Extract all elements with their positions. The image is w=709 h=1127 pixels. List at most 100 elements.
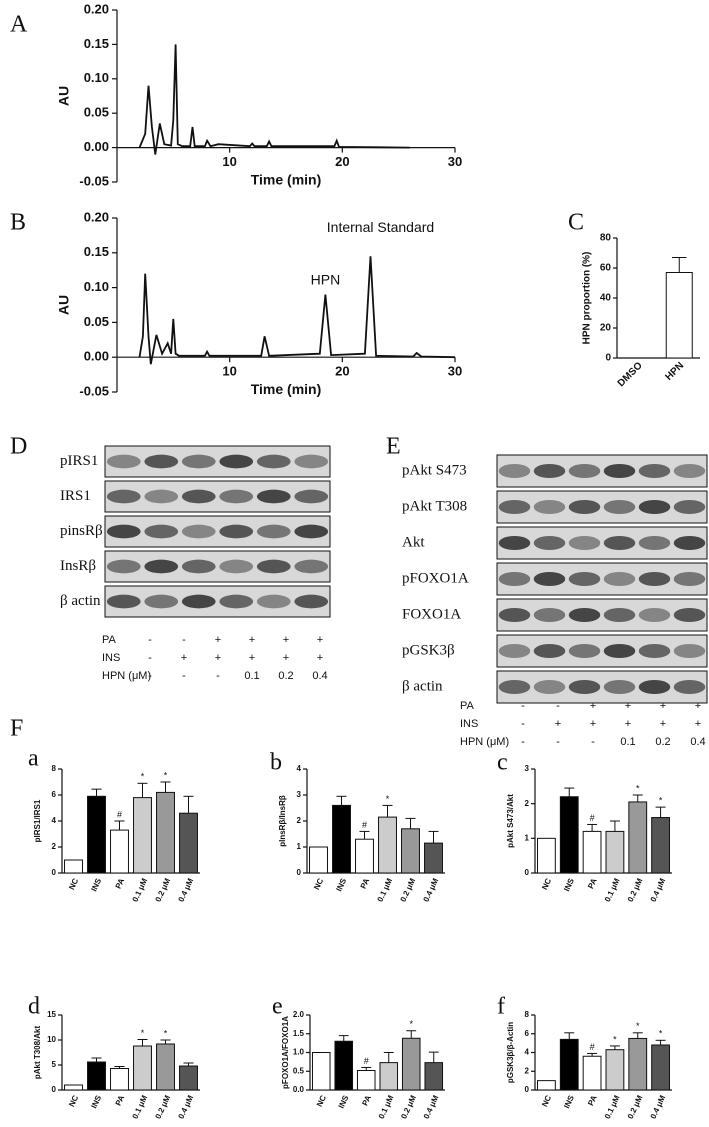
trace [138, 256, 456, 365]
x-tick-label: INS [89, 876, 103, 892]
blot-band [638, 607, 671, 623]
treatment-value: - [182, 634, 186, 646]
blot-band [638, 679, 671, 695]
blot-band [673, 643, 706, 659]
x-tick-label: 0.2 μM [626, 877, 645, 904]
x-tick-label: 0.4 μM [649, 877, 668, 904]
y-tick-label: 10 [47, 1035, 56, 1044]
blot-band [144, 454, 179, 469]
y-tick-label: 60 [600, 263, 612, 274]
treatment-value: + [215, 652, 221, 664]
bar [651, 1044, 670, 1091]
blot-frame [104, 585, 331, 618]
blot-band [638, 571, 671, 587]
treatment-value: 0.2 [655, 736, 670, 748]
significance-label: # [590, 1042, 595, 1052]
blot-band [533, 607, 566, 623]
blot-band [568, 463, 601, 479]
x-tick-label: DMSO [616, 360, 645, 389]
x-tick-label: NC [315, 1094, 328, 1108]
y-tick-label: 0.15 [84, 244, 109, 259]
blot-band [533, 679, 566, 695]
blot-band [638, 463, 671, 479]
panel-label: e [272, 994, 283, 1020]
bar [334, 1040, 354, 1091]
bar [156, 1043, 175, 1091]
treatment-value: + [695, 700, 701, 712]
blot-band [294, 489, 329, 504]
treatment-value: + [625, 700, 631, 712]
x-tick-label: 20 [335, 154, 349, 169]
blot-band [294, 454, 329, 469]
treatment-value: + [181, 652, 187, 664]
bar [401, 1037, 421, 1091]
significance-label: * [659, 796, 663, 806]
blot-band [498, 679, 531, 695]
panel-label: f [497, 994, 505, 1020]
y-tick-label: 6 [525, 1029, 530, 1038]
bar [605, 830, 625, 874]
blot-band [106, 489, 141, 504]
x-tick-label: INS [562, 1093, 576, 1109]
treatment-value: 0.1 [244, 670, 259, 682]
bar [651, 817, 670, 874]
y-tick-label: 2 [297, 816, 302, 825]
bar [110, 1068, 129, 1091]
blot-band [498, 535, 531, 551]
significance-label: # [590, 813, 595, 823]
blot-band [673, 463, 706, 479]
blot-band [219, 524, 254, 539]
bar [559, 1038, 579, 1091]
significance-label: * [409, 1019, 413, 1029]
blot-band [568, 643, 601, 659]
x-tick-label: 20 [335, 364, 349, 379]
bar [424, 1062, 444, 1091]
x-tick-label: 30 [448, 154, 462, 169]
blot-row-label: pFOXO1A [402, 570, 469, 586]
blot-band [498, 607, 531, 623]
significance-label: * [636, 1021, 640, 1031]
bar [379, 1062, 399, 1091]
x-tick-label: 0.2 μM [399, 877, 418, 904]
y-axis-label: pFOXO1A/FOXO1A [281, 1016, 290, 1089]
bar [628, 801, 648, 874]
treatment-value: - [148, 652, 152, 664]
blot-band [603, 571, 636, 587]
treatment-value: + [660, 718, 666, 730]
blot-band [568, 679, 601, 695]
x-tick-label: PA [359, 877, 372, 891]
y-axis-label: pGSK3β/β-Actin [506, 1022, 515, 1083]
treatment-value: + [695, 718, 701, 730]
treatment-value: + [249, 652, 255, 664]
treatment-value: + [555, 718, 561, 730]
y-tick-label: 0.00 [84, 139, 109, 154]
blot-band [638, 535, 671, 551]
panel-label: c [497, 750, 508, 776]
treatment-value: + [249, 634, 255, 646]
annotation: HPN [311, 271, 341, 287]
treatment-value: - [521, 718, 525, 730]
x-axis-label: Time (min) [251, 171, 322, 187]
blot-band [106, 454, 141, 469]
blot-band [568, 607, 601, 623]
x-tick-label: NC [540, 1094, 553, 1108]
blot-band [673, 535, 706, 551]
blot-band [219, 559, 254, 574]
treatment-name: HPN (μM) [460, 736, 509, 748]
blot-band [498, 499, 531, 515]
blot-band [603, 499, 636, 515]
y-tick-label: 40 [600, 293, 612, 304]
y-tick-label: 2 [52, 842, 57, 851]
x-tick-label: NC [540, 877, 553, 891]
bar [64, 859, 83, 874]
annotation: Internal Standard [327, 219, 434, 235]
blot-band [673, 571, 706, 587]
y-tick-label: 1.0 [293, 1048, 305, 1057]
blot-frame [496, 562, 708, 596]
x-tick-label: 10 [222, 154, 236, 169]
treatment-value: 0.1 [620, 736, 635, 748]
blot-frame [496, 490, 708, 524]
blot-row-label: pAkt S473 [402, 462, 467, 478]
blot-frame [104, 515, 331, 548]
treatment-value: 0.4 [312, 670, 327, 682]
